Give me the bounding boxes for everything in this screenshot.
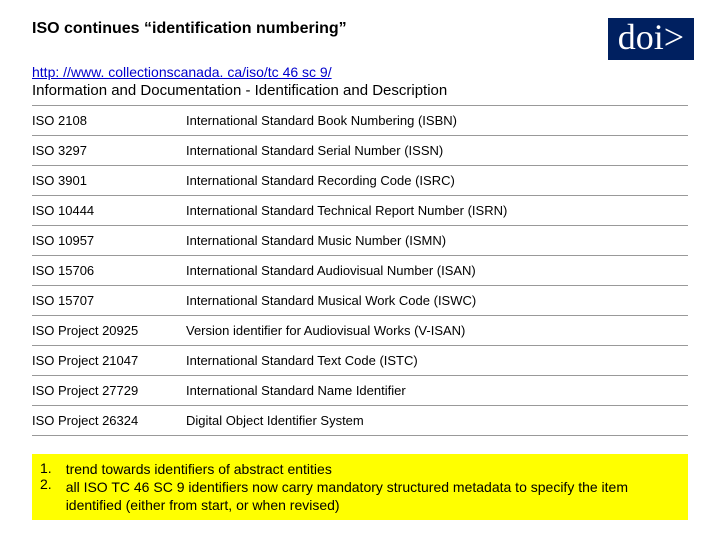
iso-code: ISO 3901 bbox=[32, 173, 186, 188]
iso-description: International Standard Name Identifier bbox=[186, 383, 688, 398]
table-row: ISO 2108International Standard Book Numb… bbox=[32, 106, 688, 136]
table-row: ISO Project 27729International Standard … bbox=[32, 376, 688, 406]
table-row: ISO 10957International Standard Music Nu… bbox=[32, 226, 688, 256]
iso-code: ISO 10957 bbox=[32, 233, 186, 248]
table-row: ISO Project 26324Digital Object Identifi… bbox=[32, 406, 688, 436]
table-row: ISO Project 20925Version identifier for … bbox=[32, 316, 688, 346]
iso-description: International Standard Book Numbering (I… bbox=[186, 113, 688, 128]
iso-table: ISO 2108International Standard Book Numb… bbox=[32, 106, 688, 436]
iso-code: ISO Project 27729 bbox=[32, 383, 186, 398]
iso-description: International Standard Serial Number (IS… bbox=[186, 143, 688, 158]
iso-description: Version identifier for Audiovisual Works… bbox=[186, 323, 688, 338]
iso-code: ISO 2108 bbox=[32, 113, 186, 128]
table-row: ISO 15706International Standard Audiovis… bbox=[32, 256, 688, 286]
iso-code: ISO Project 20925 bbox=[32, 323, 186, 338]
iso-description: Digital Object Identifier System bbox=[186, 413, 688, 428]
notes-block: 1.2. trend towards identifiers of abstra… bbox=[32, 454, 688, 521]
iso-description: International Standard Audiovisual Numbe… bbox=[186, 263, 688, 278]
iso-description: International Standard Recording Code (I… bbox=[186, 173, 688, 188]
doi-badge: doi> bbox=[608, 18, 694, 60]
source-link[interactable]: http: //www. collectionscanada. ca/iso/t… bbox=[32, 64, 332, 80]
iso-description: International Standard Musical Work Code… bbox=[186, 293, 688, 308]
table-row: ISO 3901International Standard Recording… bbox=[32, 166, 688, 196]
note-text: all ISO TC 46 SC 9 identifiers now carry… bbox=[66, 478, 680, 514]
table-row: ISO 15707International Standard Musical … bbox=[32, 286, 688, 316]
table-row: ISO 3297International Standard Serial Nu… bbox=[32, 136, 688, 166]
note-text: trend towards identifiers of abstract en… bbox=[66, 460, 680, 478]
iso-code: ISO 3297 bbox=[32, 143, 186, 158]
table-row: ISO 10444International Standard Technica… bbox=[32, 196, 688, 226]
table-row: ISO Project 21047International Standard … bbox=[32, 346, 688, 376]
iso-description: International Standard Music Number (ISM… bbox=[186, 233, 688, 248]
iso-code: ISO Project 26324 bbox=[32, 413, 186, 428]
page-title: ISO continues “identification numbering” bbox=[32, 18, 347, 38]
iso-description: International Standard Text Code (ISTC) bbox=[186, 353, 688, 368]
note-number: 2. bbox=[40, 476, 52, 492]
iso-code: ISO 15706 bbox=[32, 263, 186, 278]
iso-code: ISO 15707 bbox=[32, 293, 186, 308]
iso-code: ISO Project 21047 bbox=[32, 353, 186, 368]
subtitle: Information and Documentation - Identifi… bbox=[32, 82, 688, 106]
iso-code: ISO 10444 bbox=[32, 203, 186, 218]
note-number: 1. bbox=[40, 460, 52, 476]
iso-description: International Standard Technical Report … bbox=[186, 203, 688, 218]
